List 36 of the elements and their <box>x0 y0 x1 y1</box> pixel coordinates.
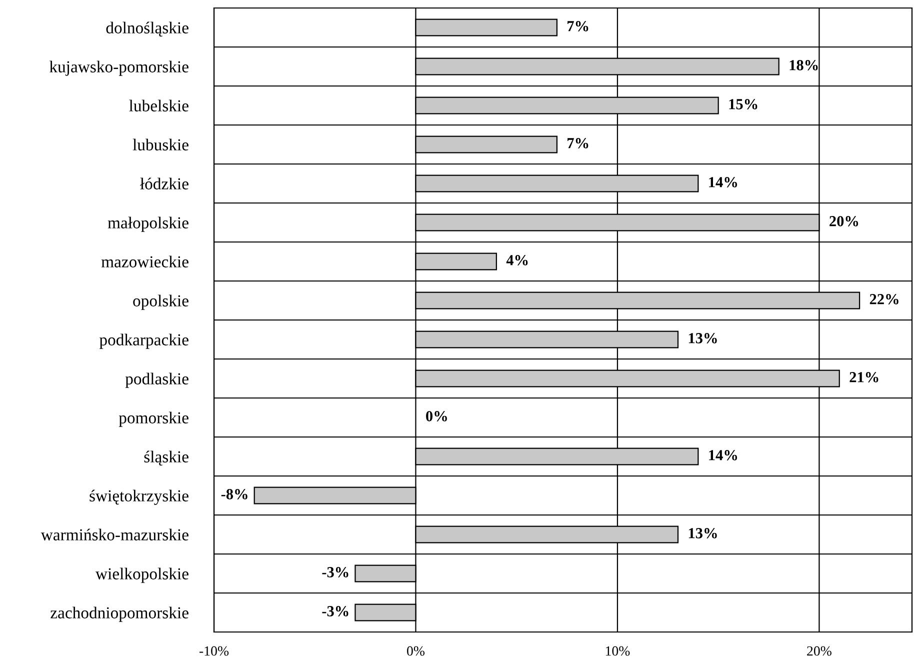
x-tick-label: 0% <box>407 646 425 656</box>
y-tick-label: dolnośląskie <box>106 22 188 37</box>
y-tick-label: zachodniopomorskie <box>50 606 188 622</box>
y-tick-label: podkarpackie <box>99 334 188 349</box>
data-label: 0% <box>426 411 447 422</box>
y-tick-label: opolskie <box>133 294 188 310</box>
data-label: 13% <box>688 333 717 344</box>
data-label: 7% <box>568 21 588 32</box>
data-label: 14% <box>709 177 738 188</box>
y-tick-label: pomorskie <box>118 412 188 427</box>
x-tick-label: -10% <box>199 646 229 656</box>
data-label: -8% <box>221 489 248 500</box>
y-tick-label: mazowieckie <box>101 256 188 268</box>
data-label: 15% <box>729 99 758 110</box>
y-tick-label: lubuskie <box>132 138 188 150</box>
y-tick-label: śląskie <box>144 450 188 466</box>
data-label: 20% <box>830 216 858 226</box>
y-tick-label: lubelskie <box>129 100 188 112</box>
data-label: -3% <box>322 606 348 616</box>
data-label: 13% <box>688 528 717 538</box>
y-tick-label: wielkopolskie <box>96 568 188 583</box>
data-label: 14% <box>709 450 738 460</box>
data-label: 7% <box>568 138 588 148</box>
y-tick-label: kujawsko-pomorskie <box>50 60 188 76</box>
data-label: 18% <box>790 60 818 70</box>
y-tick-label: małopolskie <box>108 216 188 232</box>
x-tick-label: 20% <box>807 646 832 656</box>
y-tick-label: świętokrzyskie <box>90 490 188 505</box>
y-tick-label: podlaskie <box>125 372 188 388</box>
data-label: 21% <box>850 372 878 382</box>
data-label: 4% <box>506 255 528 266</box>
y-tick-label: łódzkie <box>140 178 188 190</box>
x-tick-label: 10% <box>606 646 630 656</box>
data-label: 22% <box>870 294 898 304</box>
data-label: -3% <box>322 567 348 578</box>
y-tick-label: warmińsko-mazurskie <box>40 528 188 540</box>
